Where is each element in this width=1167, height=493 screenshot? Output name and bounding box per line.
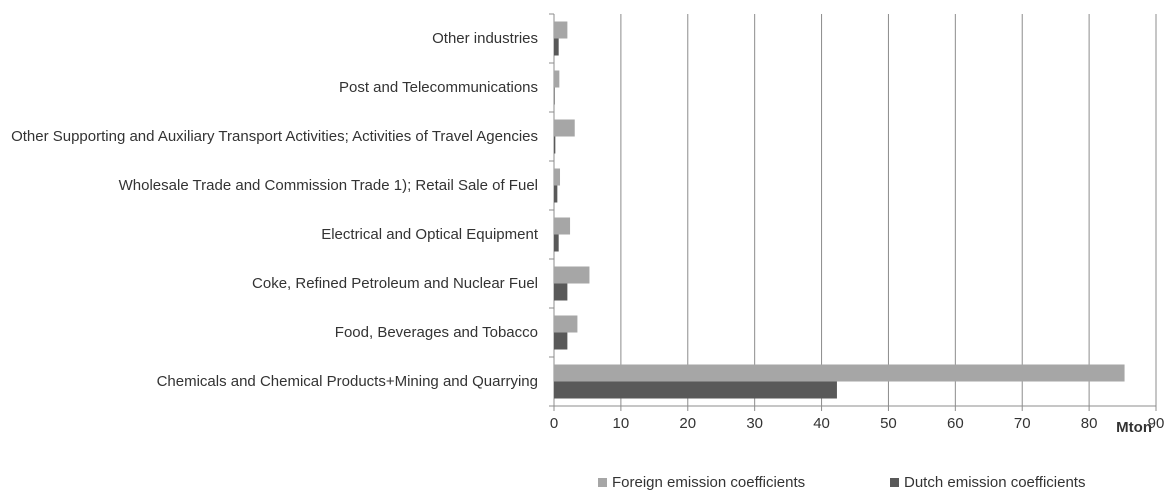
x-tick-label: 20 (679, 415, 696, 432)
x-tick-label: 50 (880, 415, 897, 432)
y-tick-label: Electrical and Optical Equipment (6, 211, 538, 259)
y-tick-label: Other industries (6, 15, 538, 63)
y-tick-label: Coke, Refined Petroleum and Nuclear Fuel (6, 260, 538, 308)
x-tick-label: 10 (613, 415, 630, 432)
category-text: Coke, Refined Petroleum and Nuclear Fuel (252, 274, 538, 292)
bar (554, 21, 568, 39)
category-text: Chemicals and Chemical Products+Mining a… (156, 372, 538, 390)
bar (554, 38, 559, 56)
legend-swatch (890, 478, 899, 487)
x-tick-label: 0 (550, 415, 558, 432)
bar (554, 217, 571, 235)
category-text: Other Supporting and Auxiliary Transport… (11, 127, 538, 145)
bar (554, 234, 559, 252)
bar (554, 283, 568, 301)
y-tick-label: Post and Telecommunications (6, 64, 538, 112)
bar (554, 266, 590, 284)
x-axis-label: Mton (1116, 419, 1152, 436)
x-tick-label: 30 (746, 415, 763, 432)
y-tick-label: Other Supporting and Auxiliary Transport… (6, 113, 538, 161)
category-text: Wholesale Trade and Commission Trade 1);… (118, 176, 538, 194)
legend-label: Dutch emission coefficients (904, 474, 1085, 491)
x-tick-label: 80 (1081, 415, 1098, 432)
bar (554, 87, 555, 105)
bar (554, 70, 560, 88)
bar (554, 168, 561, 186)
bar (554, 136, 556, 154)
category-text: Other industries (432, 29, 538, 47)
bar (554, 315, 578, 333)
bar (554, 185, 558, 203)
y-tick-label: Food, Beverages and Tobacco (6, 309, 538, 357)
bar (554, 364, 1125, 382)
category-text: Food, Beverages and Tobacco (334, 323, 538, 341)
y-tick-label: Wholesale Trade and Commission Trade 1);… (6, 162, 538, 210)
category-text: Post and Telecommunications (339, 78, 538, 96)
bar (554, 381, 837, 399)
x-tick-label: 40 (813, 415, 830, 432)
legend-swatch (598, 478, 607, 487)
x-tick-label: 70 (1014, 415, 1031, 432)
category-text: Electrical and Optical Equipment (321, 225, 538, 243)
bar (554, 332, 568, 350)
bar (554, 119, 575, 137)
x-tick-label: 60 (947, 415, 964, 432)
legend-label: Foreign emission coefficients (612, 474, 805, 491)
x-tick-label: 90 (1148, 415, 1165, 432)
y-tick-label: Chemicals and Chemical Products+Mining a… (6, 358, 538, 406)
